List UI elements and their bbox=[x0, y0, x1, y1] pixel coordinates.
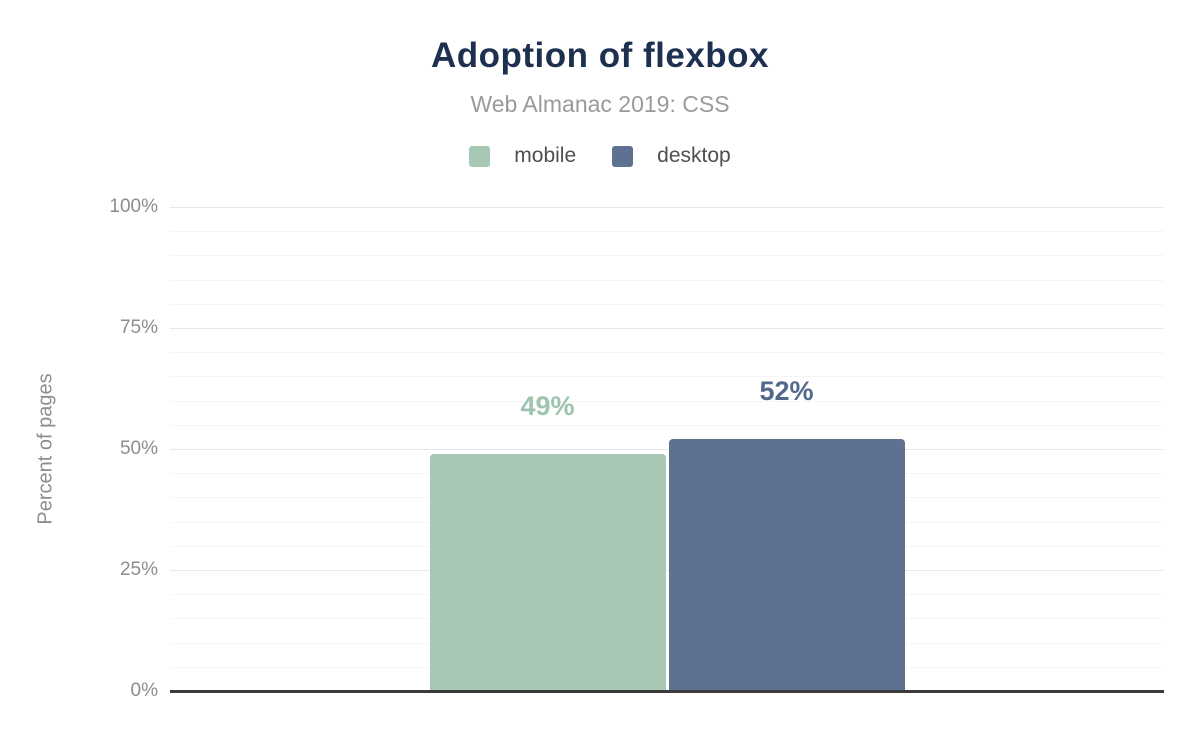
minor-gridline-65 bbox=[170, 376, 1164, 378]
minor-gridline-85 bbox=[170, 279, 1164, 281]
major-gridline-100 bbox=[170, 207, 1164, 208]
legend-swatch-mobile bbox=[469, 145, 491, 167]
y-axis-tick-labels: 0% 25% 50% 75% 100% bbox=[0, 196, 158, 701]
minor-gridline-30 bbox=[170, 545, 1164, 547]
legend: mobile desktop bbox=[0, 144, 1200, 168]
legend-label-mobile: mobile bbox=[514, 144, 577, 167]
minor-gridline-20 bbox=[170, 594, 1164, 596]
bar-mobile bbox=[429, 453, 666, 691]
major-gridline-75 bbox=[170, 328, 1164, 329]
bar-value-label-mobile: 49% bbox=[520, 390, 575, 421]
bar-desktop bbox=[668, 439, 905, 691]
plot-area: 49% 52% bbox=[170, 207, 1164, 693]
minor-gridline-90 bbox=[170, 255, 1164, 257]
chart-title: Adoption of flexbox bbox=[430, 36, 770, 75]
minor-gridline-60 bbox=[170, 400, 1164, 402]
y-tick-label-50: 50% bbox=[119, 438, 158, 459]
legend-label-desktop: desktop bbox=[657, 144, 731, 167]
minor-gridline-35 bbox=[170, 521, 1164, 523]
legend-item-desktop: desktop bbox=[612, 144, 731, 168]
minor-gridline-15 bbox=[170, 618, 1164, 620]
minor-gridline-45 bbox=[170, 473, 1164, 475]
legend-item-mobile: mobile bbox=[469, 144, 576, 168]
minor-gridline-70 bbox=[170, 352, 1164, 354]
minor-gridline-55 bbox=[170, 424, 1164, 426]
bar-value-label-desktop: 52% bbox=[759, 376, 814, 407]
legend-swatch-desktop bbox=[612, 145, 634, 167]
x-axis-line bbox=[170, 690, 1164, 693]
y-tick-label-0: 0% bbox=[130, 680, 158, 701]
minor-gridline-40 bbox=[170, 497, 1164, 499]
chart-subtitle: Web Almanac 2019: CSS bbox=[470, 91, 730, 117]
y-tick-label-25: 25% bbox=[119, 559, 158, 580]
minor-gridline-95 bbox=[170, 231, 1164, 233]
minor-gridline-5 bbox=[170, 666, 1164, 668]
major-gridline-50 bbox=[170, 449, 1164, 450]
y-tick-label-75: 75% bbox=[119, 317, 158, 338]
y-tick-label-100: 100% bbox=[109, 196, 158, 217]
minor-gridline-10 bbox=[170, 642, 1164, 644]
major-gridline-25 bbox=[170, 570, 1164, 571]
minor-gridline-80 bbox=[170, 303, 1164, 305]
